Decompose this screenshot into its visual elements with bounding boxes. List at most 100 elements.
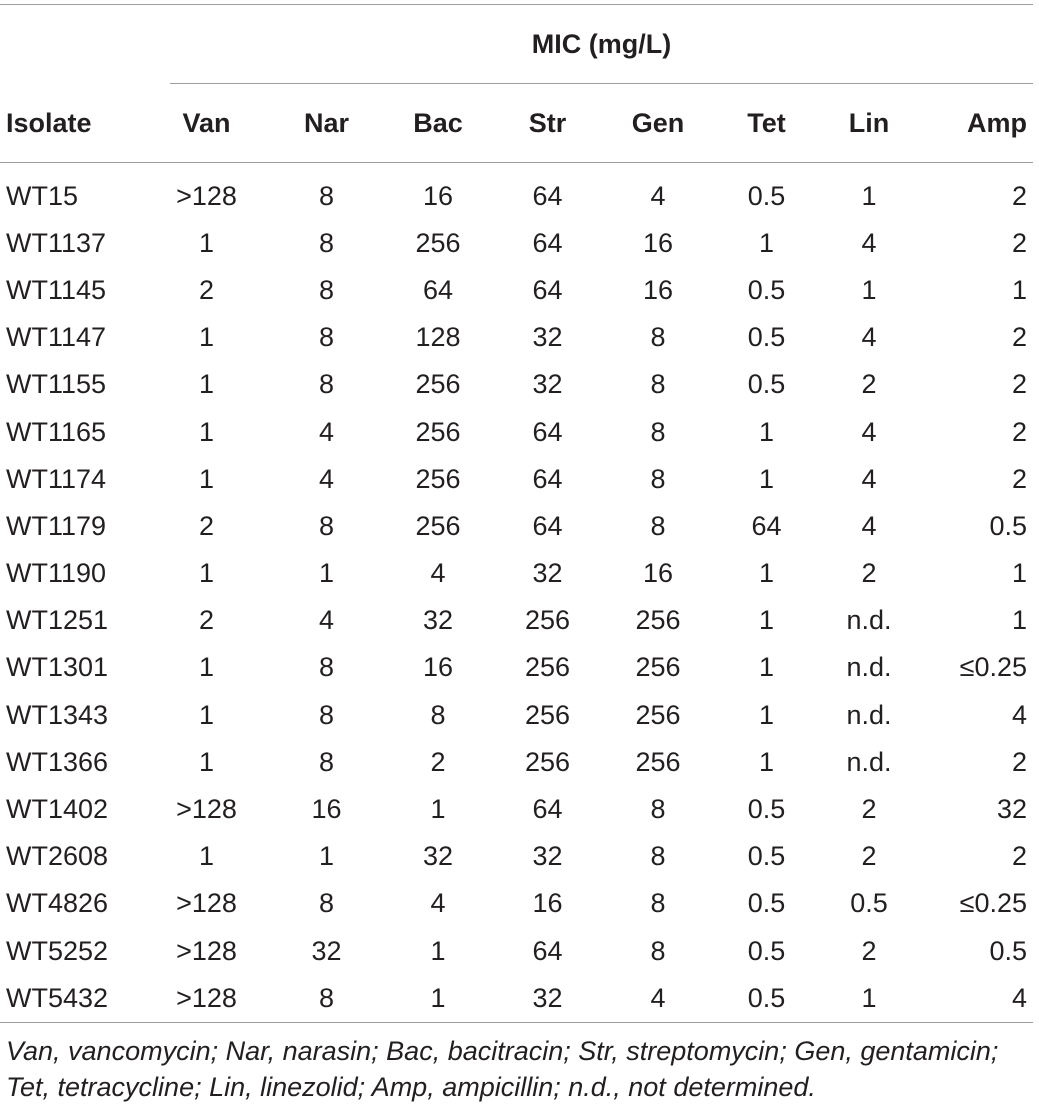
group-header: MIC (mg/L) bbox=[531, 28, 672, 59]
mic-value-cell: ≤0.25 bbox=[959, 888, 1027, 919]
isolate-cell: WT2608 bbox=[6, 841, 109, 872]
mic-value-cell: 256 bbox=[524, 605, 571, 636]
mic-value-cell: 8 bbox=[318, 510, 335, 541]
mic-value-cell: 32 bbox=[532, 322, 563, 353]
mic-value-cell: 2 bbox=[1011, 463, 1027, 494]
mic-value-cell: n.d. bbox=[846, 652, 892, 683]
table-row: WT1190 1 1 4 32 16 1 2 1 bbox=[0, 550, 1033, 597]
mic-value-cell: 4 bbox=[1011, 982, 1027, 1013]
isolate-cell: WT1402 bbox=[6, 794, 109, 825]
mic-table: MIC (mg/L) Isolate Van Nar Bac Str Gen T… bbox=[0, 4, 1033, 1023]
mic-value-cell: 1 bbox=[758, 463, 775, 494]
mic-value-cell: 64 bbox=[532, 227, 563, 258]
mic-value-cell: 0.5 bbox=[747, 935, 786, 966]
mic-value-cell: 16 bbox=[422, 180, 454, 211]
mic-value-cell: 32 bbox=[532, 982, 563, 1013]
mic-value-cell: 4 bbox=[318, 463, 335, 494]
mic-value-cell: 8 bbox=[318, 180, 335, 211]
mic-value-cell: 256 bbox=[415, 227, 461, 258]
mic-value-cell: 32 bbox=[422, 841, 454, 872]
mic-value-cell: 4 bbox=[430, 888, 446, 919]
table-row: WT1174 1 4 256 64 8 1 4 2 bbox=[0, 456, 1033, 503]
mic-value-cell: 1 bbox=[198, 558, 215, 589]
mic-value-cell: 0.5 bbox=[747, 841, 786, 872]
mic-value-cell: ≤0.25 bbox=[959, 652, 1027, 683]
isolate-cell: WT1147 bbox=[6, 322, 107, 353]
mic-value-cell: 32 bbox=[532, 369, 563, 400]
table-footnote: Van, vancomycin; Nar, narasin; Bac, baci… bbox=[6, 1036, 999, 1102]
mic-value-cell: 1 bbox=[430, 794, 446, 825]
mic-value-cell: 2 bbox=[861, 841, 877, 872]
mic-value-cell: 2 bbox=[861, 369, 877, 400]
mic-value-cell: 1 bbox=[430, 982, 446, 1013]
mic-value-cell: 1 bbox=[861, 180, 877, 211]
mic-value-cell: 1 bbox=[861, 274, 877, 305]
mic-value-cell: 128 bbox=[415, 322, 461, 353]
mic-value-cell: 2 bbox=[198, 510, 215, 541]
isolate-cell: WT4826 bbox=[6, 888, 109, 919]
mic-value-cell: 2 bbox=[1011, 416, 1027, 447]
mic-value-cell: 1 bbox=[198, 463, 215, 494]
mic-value-cell: 32 bbox=[311, 935, 342, 966]
mic-value-cell: 16 bbox=[642, 227, 674, 258]
mic-value-cell: 2 bbox=[1011, 841, 1027, 872]
mic-value-cell: 1 bbox=[198, 416, 215, 447]
isolate-cell: WT1343 bbox=[6, 699, 109, 730]
mic-value-cell: 0.5 bbox=[747, 888, 786, 919]
mic-value-cell: 1 bbox=[198, 652, 215, 683]
table-row: WT5252 >128 32 1 64 8 0.5 2 0.5 bbox=[0, 928, 1033, 975]
table-row: WT2608 1 1 32 32 8 0.5 2 2 bbox=[0, 833, 1033, 880]
mic-value-cell: 1 bbox=[758, 652, 775, 683]
mic-value-cell: 64 bbox=[532, 463, 563, 494]
mic-value-cell: 1 bbox=[430, 935, 446, 966]
mic-value-cell: 4 bbox=[861, 416, 877, 447]
mic-value-cell: 2 bbox=[1011, 180, 1027, 211]
isolate-cell: WT5252 bbox=[6, 935, 109, 966]
mic-value-cell: 1 bbox=[198, 841, 215, 872]
table-row: WT1343 1 8 8 256 256 1 n.d. 4 bbox=[0, 692, 1033, 739]
mic-value-cell: 8 bbox=[650, 935, 666, 966]
mic-value-cell: 16 bbox=[422, 652, 454, 683]
mic-value-cell: 2 bbox=[1011, 746, 1027, 777]
mic-value-cell: 2 bbox=[430, 746, 446, 777]
mic-value-cell: 8 bbox=[318, 274, 335, 305]
table-row: WT15 >128 8 16 64 4 0.5 1 2 bbox=[0, 162, 1033, 220]
mic-value-cell: 4 bbox=[650, 180, 666, 211]
column-header-row: Isolate Van Nar Bac Str Gen Tet Lin Amp bbox=[0, 85, 1033, 163]
mic-value-cell: n.d. bbox=[846, 699, 892, 730]
mic-value-cell: 1 bbox=[198, 369, 215, 400]
mic-value-cell: 8 bbox=[650, 510, 666, 541]
column-header: Bac bbox=[410, 85, 466, 163]
isolate-cell: WT1137 bbox=[6, 227, 107, 258]
mic-value-cell: 8 bbox=[318, 369, 335, 400]
mic-value-cell: 0.5 bbox=[747, 369, 786, 400]
table-row: WT1155 1 8 256 32 8 0.5 2 2 bbox=[0, 361, 1033, 408]
column-header: Amp bbox=[892, 85, 1033, 163]
mic-value-cell: 64 bbox=[751, 510, 782, 541]
mic-value-cell: 1 bbox=[758, 227, 775, 258]
mic-value-cell: 16 bbox=[642, 274, 674, 305]
mic-value-cell: 1 bbox=[198, 746, 215, 777]
mic-value-cell: 256 bbox=[415, 369, 461, 400]
mic-value-cell: 2 bbox=[1011, 322, 1027, 353]
mic-value-cell: 32 bbox=[532, 558, 563, 589]
mic-value-cell: 32 bbox=[532, 841, 563, 872]
mic-value-cell: 16 bbox=[642, 558, 674, 589]
mic-value-cell: 0.5 bbox=[747, 322, 786, 353]
mic-value-cell: 64 bbox=[532, 935, 563, 966]
mic-value-cell: 1 bbox=[198, 322, 215, 353]
mic-value-cell: 256 bbox=[635, 605, 681, 636]
mic-value-cell: 8 bbox=[650, 888, 666, 919]
mic-value-cell: 1 bbox=[758, 699, 775, 730]
table-row: WT1147 1 8 128 32 8 0.5 4 2 bbox=[0, 314, 1033, 361]
mic-value-cell: 1 bbox=[198, 227, 215, 258]
isolate-cell: WT15 bbox=[6, 180, 79, 211]
mic-value-cell: 8 bbox=[318, 888, 335, 919]
isolate-cell: WT1165 bbox=[6, 416, 107, 447]
mic-value-cell: 256 bbox=[635, 652, 681, 683]
mic-value-cell: 8 bbox=[318, 652, 335, 683]
mic-value-cell: 8 bbox=[430, 699, 446, 730]
mic-value-cell: 8 bbox=[318, 746, 335, 777]
mic-value-cell: 4 bbox=[1011, 699, 1027, 730]
mic-value-cell: 8 bbox=[650, 322, 666, 353]
